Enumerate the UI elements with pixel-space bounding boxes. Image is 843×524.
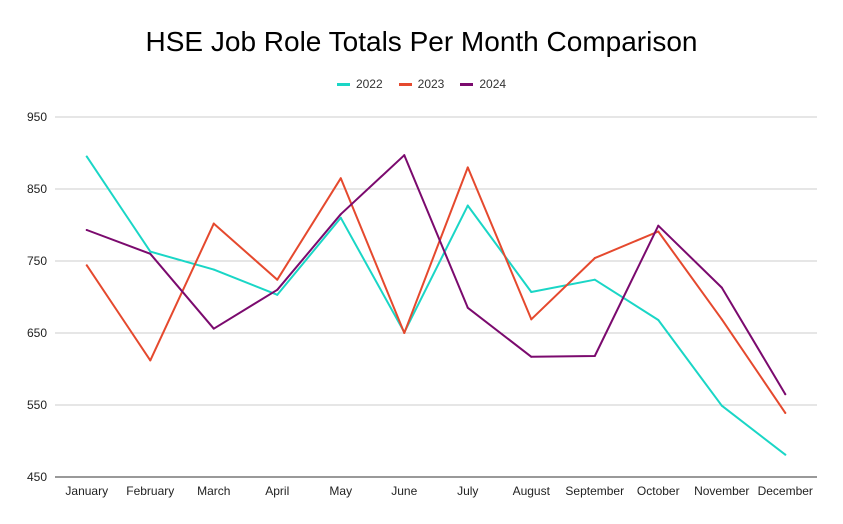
data-point-2024 xyxy=(720,286,723,289)
series-line-2022 xyxy=(85,155,787,456)
data-point-2023 xyxy=(720,318,723,321)
data-point-2022 xyxy=(657,319,660,322)
data-point-2022 xyxy=(149,250,152,253)
x-tick-label: September xyxy=(565,484,624,498)
data-point-2022 xyxy=(720,404,723,407)
legend-label: 2023 xyxy=(417,77,445,91)
x-tick-label: April xyxy=(265,484,289,498)
data-point-2024 xyxy=(530,355,533,358)
data-point-2024 xyxy=(276,288,279,291)
data-point-2024 xyxy=(212,327,215,330)
data-point-2022 xyxy=(339,216,342,219)
legend-item-2023: 2023 xyxy=(398,77,445,91)
x-tick-label: January xyxy=(65,484,108,498)
data-point-2022 xyxy=(276,293,279,296)
data-point-2023 xyxy=(784,411,787,414)
y-tick-label: 550 xyxy=(27,398,47,412)
x-tick-label: November xyxy=(694,484,749,498)
data-point-2022 xyxy=(784,453,787,456)
data-point-2024 xyxy=(85,229,88,232)
data-point-2024 xyxy=(593,355,596,358)
chart-legend: 2022 2023 2024 xyxy=(0,77,843,91)
data-point-2022 xyxy=(466,204,469,207)
legend-swatch xyxy=(336,82,350,86)
x-tick-label: May xyxy=(329,484,352,498)
data-point-2023 xyxy=(149,359,152,362)
x-tick-label: July xyxy=(457,484,478,498)
chart-title: HSE Job Role Totals Per Month Comparison xyxy=(145,26,698,57)
x-tick-label: June xyxy=(391,484,417,498)
x-tick-label: October xyxy=(637,484,680,498)
data-point-2024 xyxy=(657,224,660,227)
data-point-2022 xyxy=(530,290,533,293)
data-point-2024 xyxy=(466,306,469,309)
legend-label: 2022 xyxy=(355,77,383,91)
legend-item-2022: 2022 xyxy=(336,77,383,91)
legend-label: 2024 xyxy=(479,77,507,91)
data-point-2023 xyxy=(530,318,533,321)
data-point-2023 xyxy=(403,332,406,334)
series-line-2024 xyxy=(85,154,787,396)
series-line-2023 xyxy=(85,166,787,414)
data-point-2022 xyxy=(212,268,215,271)
x-tick-label: February xyxy=(126,484,174,498)
data-point-2024 xyxy=(784,393,787,396)
data-point-2022 xyxy=(85,155,88,158)
y-tick-label: 950 xyxy=(27,110,47,124)
data-point-2023 xyxy=(657,230,660,233)
data-point-2023 xyxy=(212,222,215,225)
data-point-2023 xyxy=(276,278,279,281)
data-point-2024 xyxy=(149,252,152,255)
y-tick-label: 650 xyxy=(27,326,47,340)
data-point-2022 xyxy=(593,278,596,281)
data-point-2023 xyxy=(85,264,88,267)
data-point-2024 xyxy=(339,213,342,216)
y-tick-label: 750 xyxy=(27,254,47,268)
x-tick-label: March xyxy=(197,484,230,498)
x-tick-label: December xyxy=(758,484,813,498)
x-tick-label: August xyxy=(513,484,551,498)
data-point-2023 xyxy=(593,257,596,260)
legend-item-2024: 2024 xyxy=(460,77,506,91)
y-tick-label: 450 xyxy=(27,470,47,484)
y-tick-label: 850 xyxy=(27,182,47,196)
data-point-2023 xyxy=(466,166,469,169)
data-point-2024 xyxy=(403,154,406,157)
legend-swatch xyxy=(398,82,412,86)
data-point-2023 xyxy=(339,177,342,180)
legend-swatch xyxy=(460,82,474,86)
